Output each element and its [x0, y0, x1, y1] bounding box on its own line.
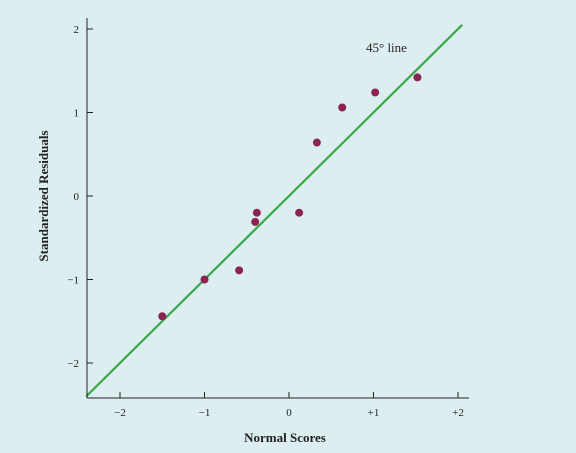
data-point	[252, 208, 261, 217]
reference-line-layer	[85, 24, 463, 398]
data-point	[295, 208, 304, 217]
y-tick-label: −2	[67, 358, 79, 370]
x-tick-label: +2	[452, 407, 464, 419]
reference-45-degree-line	[85, 24, 463, 398]
data-point	[312, 138, 321, 147]
x-axis-title: Normal Scores	[244, 430, 326, 445]
x-tick-label: +1	[368, 407, 380, 419]
data-point	[200, 275, 209, 284]
y-tick-label: 2	[74, 24, 80, 36]
data-point	[371, 88, 380, 97]
data-point	[235, 266, 244, 275]
data-point	[158, 312, 167, 321]
x-tick-label: 0	[286, 407, 292, 419]
y-tick-label: −1	[67, 275, 79, 287]
data-points	[158, 73, 422, 321]
data-point	[413, 73, 422, 82]
axes: −2 −1 0 1 2 −2 −1 0 +1 +2	[67, 18, 469, 419]
data-point	[338, 103, 347, 112]
y-tick-label: 0	[74, 191, 80, 203]
y-tick-label: 1	[74, 108, 80, 120]
data-point	[251, 217, 260, 226]
x-tick-label: −1	[199, 407, 211, 419]
y-axis-title: Standardized Residuals	[36, 130, 51, 261]
x-tick-label: −2	[114, 407, 126, 419]
reference-line-label: 45° line	[366, 40, 407, 55]
